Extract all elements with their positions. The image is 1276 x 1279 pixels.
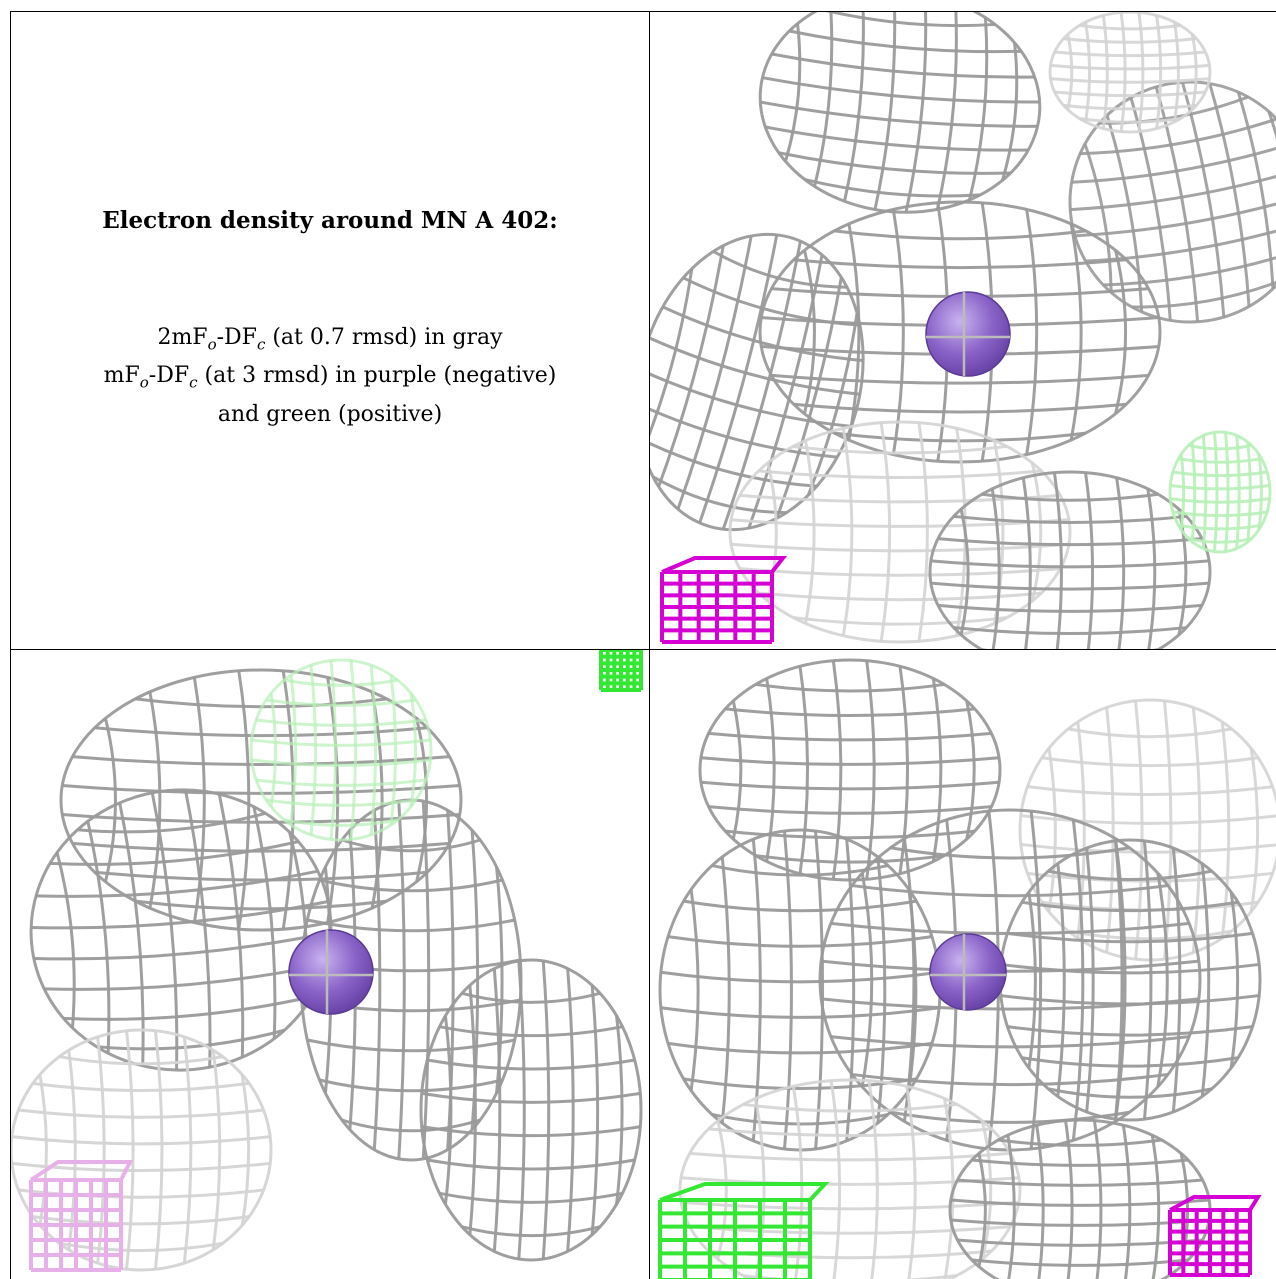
mn-ion-sphere (288, 929, 374, 1015)
density-blob (658, 828, 942, 1152)
mn-ion-sphere (929, 933, 1007, 1011)
negative-density-cage (1168, 1195, 1262, 1277)
legend-line-green: and green (positive) (217, 401, 443, 427)
density-mesh-bottom-left (11, 650, 644, 1272)
density-blob (678, 1078, 1022, 1279)
grid-top-border (11, 11, 1276, 12)
caption-cell: Electron density around MN A 402: 2mFo-D… (11, 12, 649, 649)
density-blob (948, 1118, 1212, 1279)
negative-density-cage (660, 556, 788, 644)
density-view-top-right (650, 12, 1276, 649)
density-blob (1068, 80, 1276, 324)
map-legend: 2mFo-DFc (at 0.7 rmsd) in gray mFo-DFc (… (11, 322, 649, 430)
positive-density-blob (249, 658, 433, 842)
mn-ion-sphere (925, 291, 1011, 377)
positive-density-cage (658, 1182, 830, 1279)
density-view-bottom-right (650, 650, 1276, 1279)
legend-line-2fofc: 2mFo-DFc (at 0.7 rmsd) in gray (157, 325, 503, 354)
positive-density-cage (599, 650, 644, 692)
density-blob (419, 958, 643, 1262)
density-mesh-bottom-right (658, 658, 1276, 1279)
positive-density-blob (1168, 430, 1272, 554)
density-blob (59, 668, 463, 932)
density-blob (1018, 698, 1276, 962)
caption-title: Electron density around MN A 402: (102, 207, 558, 234)
grid-left-border (10, 11, 11, 1279)
grid-middle-border (11, 649, 1276, 650)
density-mesh-top-right (650, 12, 1276, 649)
grid-center-border (649, 11, 650, 1279)
density-blob (928, 470, 1212, 649)
negative-density-cage (29, 1160, 134, 1272)
density-blob (698, 658, 1002, 882)
density-view-bottom-left (11, 650, 649, 1279)
density-blob (758, 12, 1042, 214)
density-blob (728, 420, 1072, 644)
legend-line-fofc: mFo-DFc (at 3 rmsd) in purple (negative) (103, 363, 557, 392)
density-blob (650, 232, 865, 532)
density-blob (1048, 12, 1212, 134)
